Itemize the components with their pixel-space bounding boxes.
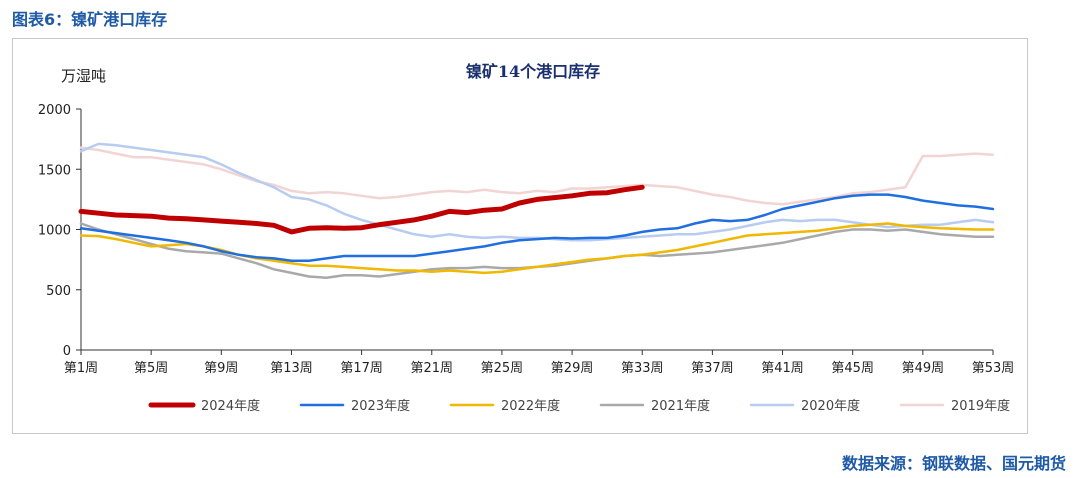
axes: 0 500 1000 1500 2000 第1周 第5周 第9周 第13周 第17周 第21周 第25… [38, 103, 1014, 376]
series-group [78, 142, 995, 279]
legend-label: 2021年度 [651, 398, 710, 414]
x-tick-label: 第37周 [691, 361, 734, 376]
legend: 2024年度 2023年度 2022年度 2021年度 2020年度 2019年度 [148, 398, 1010, 414]
legend-label: 2020年度 [801, 398, 860, 414]
y-tick-label: 1500 [38, 163, 71, 178]
x-tick-label: 第33周 [621, 361, 664, 376]
x-tick-label: 第13周 [270, 361, 313, 376]
legend-label: 2024年度 [201, 398, 260, 414]
source-note: 数据来源：钢联数据、国元期货 [841, 454, 1066, 473]
x-tick-label: 第9周 [204, 361, 238, 376]
x-tick-label: 第1周 [64, 361, 98, 376]
series-line-2024年度 [78, 184, 645, 235]
x-tick-label: 第49周 [902, 361, 945, 376]
x-tick-label: 第53周 [972, 361, 1015, 376]
series-line-2022年度 [79, 222, 995, 275]
legend-label: 2023年度 [351, 398, 410, 414]
legend-label: 2019年度 [951, 398, 1010, 414]
x-tick-label: 第25周 [481, 361, 524, 376]
chart-svg: 镍矿14个港口库存 万湿吨 0 500 1000 1500 2000 第1周 第5周 第9周 第… [38, 62, 1014, 414]
x-tick-label: 第45周 [831, 361, 874, 376]
series-line-2019年度 [79, 146, 995, 206]
y-axis-label: 万湿吨 [61, 67, 106, 85]
x-tick-label: 第29周 [551, 361, 594, 376]
x-tick-label: 第21周 [410, 361, 453, 376]
x-tick-label: 第17周 [340, 361, 383, 376]
x-tick-label: 第5周 [134, 361, 168, 376]
chart-container: 镍矿14个港口库存 万湿吨 0 500 1000 1500 2000 第1周 第5周 第9周 第… [12, 38, 1028, 434]
y-tick-label: 0 [63, 344, 71, 359]
series-line-2023年度 [79, 193, 995, 263]
y-tick-label: 2000 [38, 103, 71, 118]
legend-label: 2022年度 [501, 398, 560, 414]
figure-label: 图表6：镍矿港口库存 [12, 10, 168, 29]
chart-title: 镍矿14个港口库存 [466, 62, 600, 81]
x-tick-label: 第41周 [761, 361, 804, 376]
y-tick-label: 1000 [38, 224, 71, 239]
y-tick-label: 500 [46, 284, 71, 299]
